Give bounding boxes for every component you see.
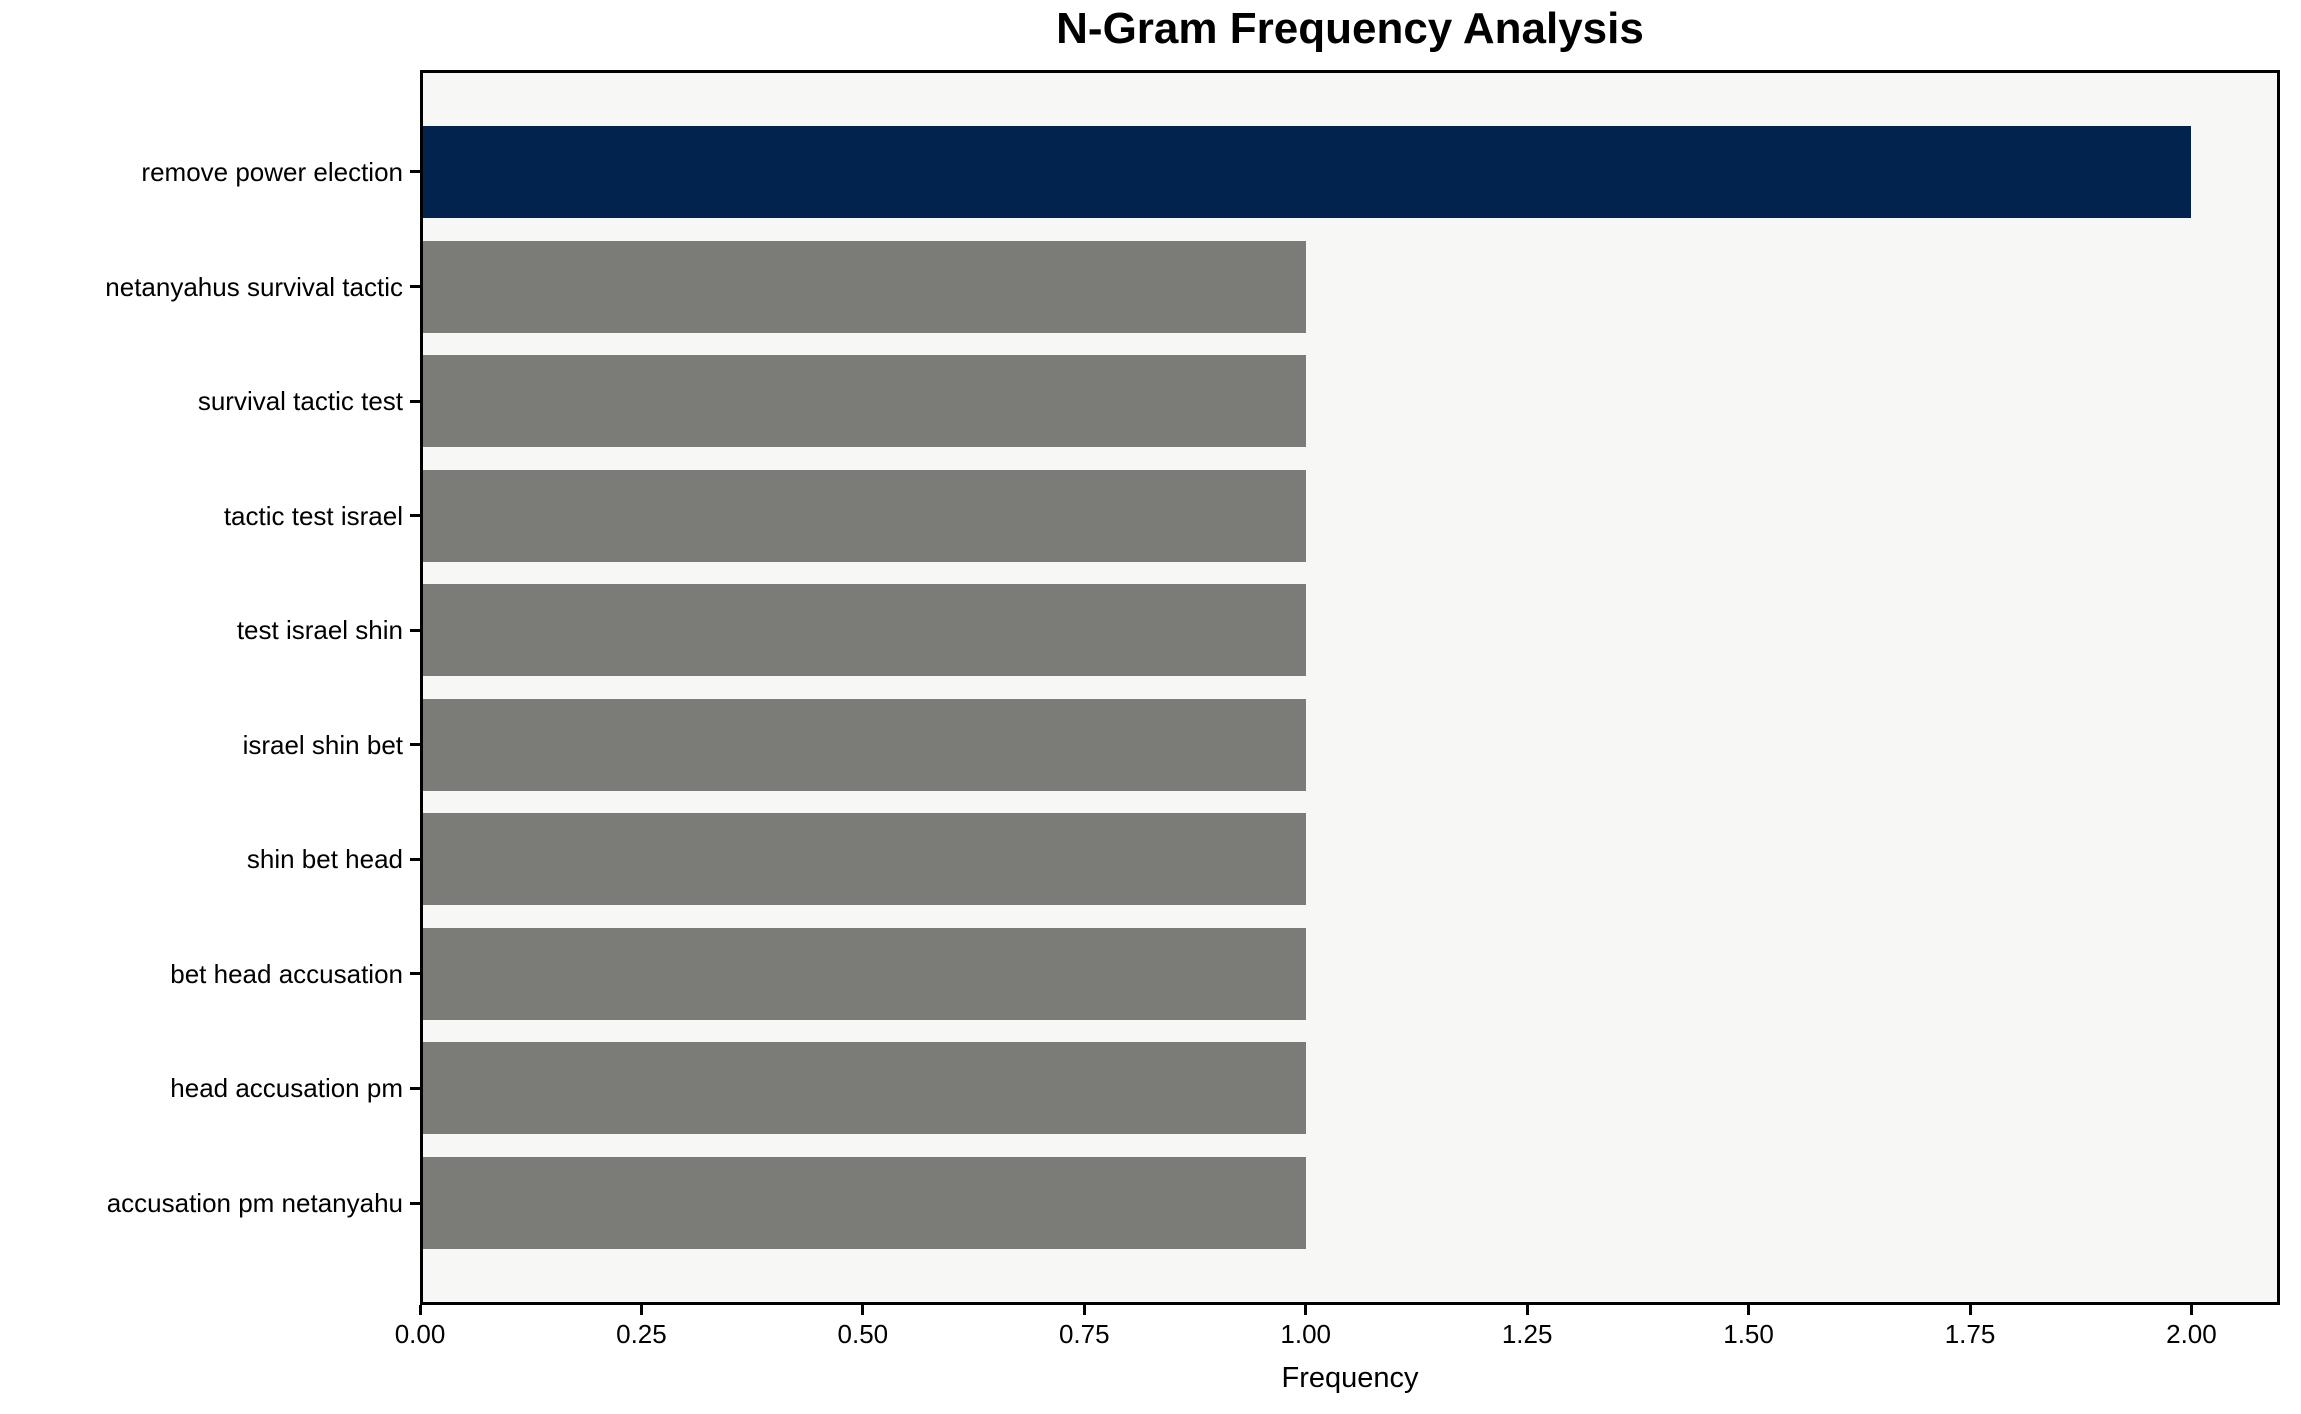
y-tick-mark: [410, 857, 420, 861]
x-tick-label: 0.25: [616, 1319, 667, 1349]
y-tick-label: tactic test israel: [223, 500, 403, 531]
x-tick-label: 1.00: [1280, 1319, 1331, 1349]
bar-israel-shin-bet: [420, 698, 1306, 791]
x-tick-mark: [1968, 1305, 1972, 1315]
y-tick-label: survival tactic test: [197, 386, 403, 417]
y-tick-label: head accusation pm: [170, 1073, 403, 1104]
x-tick-label: 1.25: [1501, 1319, 1553, 1349]
x-tick-mark: [1304, 1305, 1308, 1315]
x-tick-label: 1.50: [1723, 1319, 1774, 1349]
bar-accusation-pm-netanyahu: [420, 1157, 1306, 1250]
x-tick-mark: [1747, 1305, 1751, 1315]
y-tick-label: netanyahus survival tactic: [105, 271, 403, 302]
y-tick-label: bet head accusation: [170, 958, 403, 989]
y-tick-mark: [410, 285, 420, 289]
y-tick-mark: [410, 399, 420, 403]
y-tick-label: shin bet head: [246, 844, 403, 875]
chart-title: N-Gram Frequency Analysis: [1056, 4, 1644, 53]
bar-remove-power-election: [420, 125, 2192, 218]
y-tick-mark: [410, 743, 420, 747]
y-tick-mark: [410, 972, 420, 976]
x-tick-label: 0.00: [394, 1319, 446, 1349]
bar-test-israel-shin: [420, 584, 1306, 677]
bar-head-accusation-pm: [420, 1042, 1306, 1135]
x-tick-mark: [639, 1305, 643, 1315]
bar-shin-bet-head: [420, 813, 1306, 906]
x-axis-label: Frequency: [1281, 1362, 1419, 1394]
x-tick-mark: [1082, 1305, 1086, 1315]
plot-area: [420, 70, 2280, 1305]
x-tick-mark: [1525, 1305, 1529, 1315]
y-tick-mark: [410, 628, 420, 632]
bar-netanyahus-survival-tactic: [420, 240, 1306, 333]
x-tick-label: 0.75: [1058, 1319, 1110, 1349]
y-tick-mark: [410, 1086, 420, 1090]
x-tick-label: 0.50: [837, 1319, 889, 1349]
y-tick-label: remove power election: [141, 156, 403, 187]
bar-tactic-test-israel: [420, 469, 1306, 562]
y-tick-mark: [410, 170, 420, 174]
x-tick-mark: [861, 1305, 865, 1315]
x-tick-label: 1.75: [1944, 1319, 1996, 1349]
x-tick-mark: [418, 1305, 422, 1315]
bar-bet-head-accusation: [420, 927, 1306, 1020]
y-tick-mark: [410, 514, 420, 518]
y-tick-label: israel shin bet: [242, 729, 403, 760]
y-tick-label: accusation pm netanyahu: [106, 1188, 403, 1219]
y-tick-label: test israel shin: [236, 615, 403, 646]
y-tick-mark: [410, 1201, 420, 1205]
x-tick-mark: [2189, 1305, 2193, 1315]
x-tick-label: 2.00: [2166, 1319, 2217, 1349]
bar-survival-tactic-test: [420, 355, 1306, 448]
